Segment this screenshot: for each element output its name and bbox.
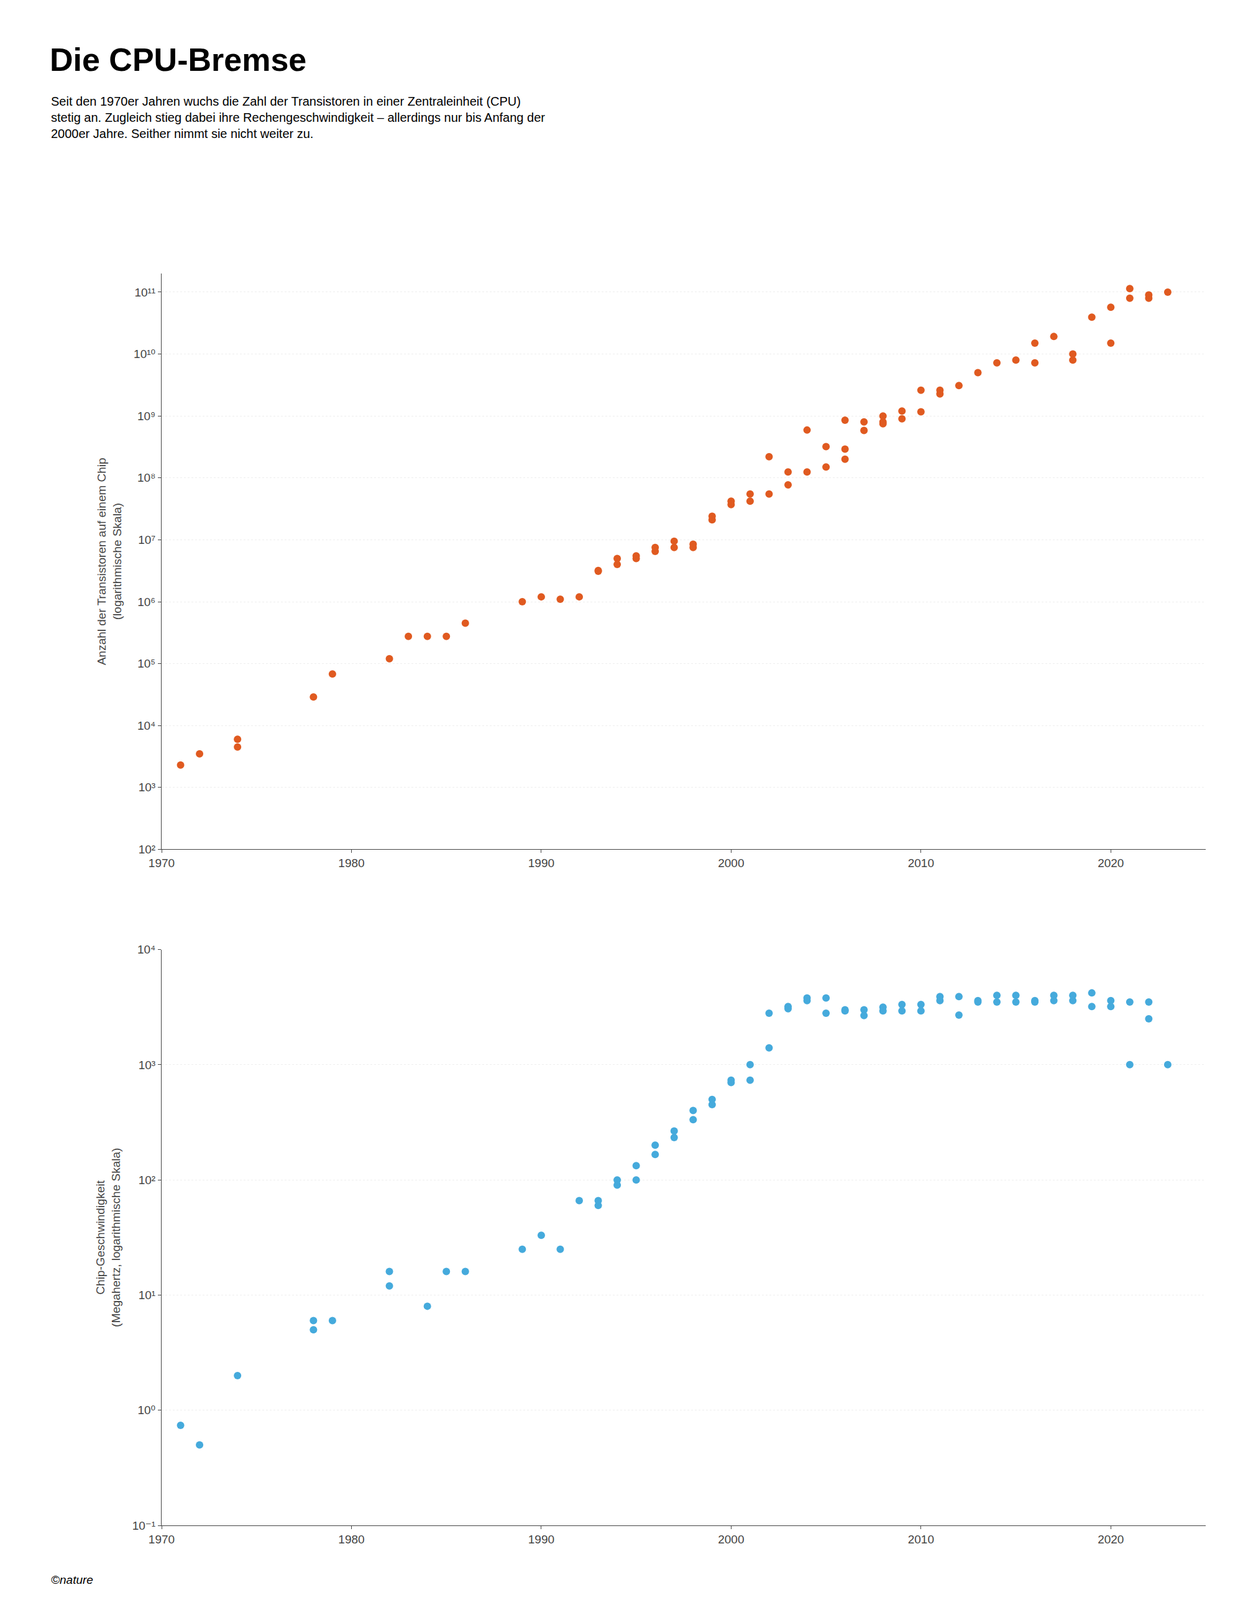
svg-text:1980: 1980 [338,1532,365,1546]
svg-text:10³: 10³ [138,780,156,794]
svg-text:10⁵: 10⁵ [137,656,156,670]
svg-text:2020: 2020 [1097,856,1124,870]
svg-text:1970: 1970 [148,1532,175,1546]
svg-text:10⁸: 10⁸ [137,471,156,485]
svg-text:Die CPU-Bremse: Die CPU-Bremse [49,41,307,78]
svg-text:10⁷: 10⁷ [137,533,156,547]
svg-text:1990: 1990 [528,1532,555,1546]
svg-text:10²: 10² [138,842,156,856]
svg-text:Chip-Geschwindigkeit(Megahertz: Chip-Geschwindigkeit(Megahertz, logarith… [93,1147,123,1327]
svg-text:10³: 10³ [138,1058,156,1072]
svg-text:2010: 2010 [908,856,935,870]
svg-text:2010: 2010 [908,1532,935,1546]
svg-text:2000: 2000 [717,856,744,870]
svg-text:10⁻¹: 10⁻¹ [132,1518,156,1532]
svg-text:10⁶: 10⁶ [137,595,156,609]
svg-text:10⁴: 10⁴ [137,942,156,956]
svg-text:©nature: ©nature [50,1573,94,1587]
svg-text:2020: 2020 [1097,1532,1124,1546]
svg-text:2000: 2000 [717,1532,744,1546]
svg-text:Seit den 1970er Jahren wuchs d: Seit den 1970er Jahren wuchs die Zahl de… [50,94,546,141]
svg-text:10⁴: 10⁴ [137,719,156,733]
svg-text:1990: 1990 [528,856,555,870]
svg-text:10⁰: 10⁰ [137,1403,156,1417]
svg-text:10²: 10² [138,1173,156,1187]
svg-text:10¹⁰: 10¹⁰ [133,347,156,361]
svg-text:Anzahl der Transistoren auf ei: Anzahl der Transistoren auf einem Chip(l… [95,457,124,666]
svg-text:10¹: 10¹ [138,1288,156,1302]
svg-text:10¹¹: 10¹¹ [134,285,156,299]
svg-text:1980: 1980 [338,856,365,870]
svg-text:1970: 1970 [148,856,175,870]
svg-text:10⁹: 10⁹ [137,409,156,423]
